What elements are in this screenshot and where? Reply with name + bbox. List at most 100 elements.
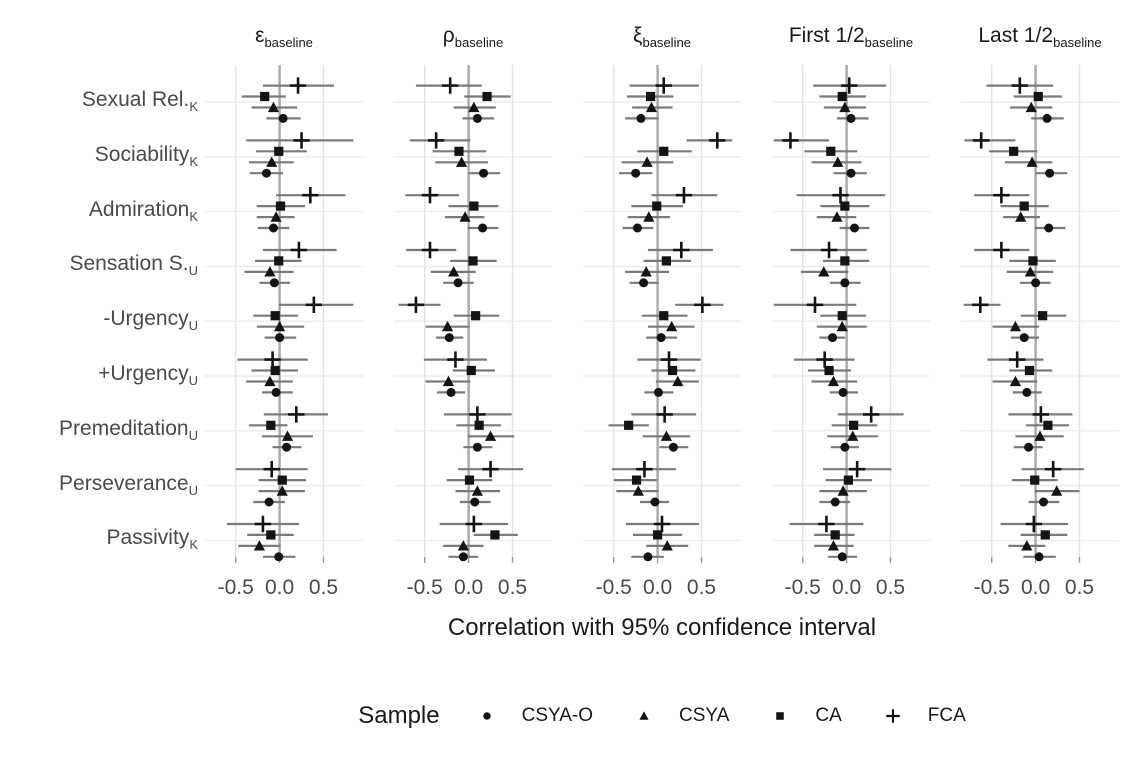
y-axis-label: AdmirationK [88, 197, 198, 224]
csya-point [800, 266, 849, 277]
csya-point [443, 540, 484, 551]
csya-point [1008, 540, 1046, 551]
y-axis-label: SociabilityK [94, 142, 198, 169]
csya-point [827, 430, 879, 441]
ca-point [456, 420, 502, 430]
ca-point [626, 91, 674, 102]
csya-point [811, 156, 862, 167]
ca-point [1020, 311, 1067, 321]
csya-o-point [659, 442, 689, 452]
legend-entry-csya: CSYA [635, 705, 729, 727]
csya-o-point [437, 387, 466, 397]
csya-o-point [1013, 442, 1043, 452]
csya-point [1006, 266, 1054, 277]
csya-o-point [828, 552, 858, 562]
csya-point [811, 375, 858, 387]
csya-point [992, 320, 1040, 332]
fca-point [246, 132, 354, 149]
csya-point [444, 211, 485, 222]
panel-4 [772, 65, 930, 570]
legend-label: CSYA [679, 705, 730, 726]
csya-point [244, 266, 294, 277]
x-tick-label: 0.0 [643, 576, 673, 599]
csya-o-point [622, 223, 654, 233]
csya-o-point [833, 168, 867, 178]
panel-plot [583, 65, 741, 563]
csya-point [251, 101, 298, 113]
fca-point [822, 461, 892, 478]
csya-point [646, 540, 689, 551]
ca-point [453, 311, 500, 321]
x-axis-title: Correlation with 95% confidence interval [447, 614, 877, 641]
fca-point [458, 461, 524, 478]
circle-icon [478, 707, 496, 725]
ca-point [651, 365, 696, 376]
ca-point [1013, 91, 1062, 102]
ca-point [241, 91, 286, 102]
csya-point [625, 266, 670, 277]
csya-o-point [253, 497, 285, 507]
csya-o-point [839, 223, 870, 233]
legend-entries: CSYA-O CSYA CA FCA [478, 705, 966, 727]
csya-o-point [1031, 113, 1064, 123]
fca-point [415, 77, 482, 94]
fca-point [1000, 515, 1069, 533]
fca-point [235, 461, 308, 478]
ca-point [637, 146, 692, 156]
fca-point [964, 132, 1016, 149]
x-tick-label: 0.0 [1021, 576, 1051, 599]
csya-o-point [618, 168, 653, 178]
fca-point [974, 241, 1030, 259]
x-tick-label: 0.5 [308, 576, 339, 599]
csya-point [453, 101, 496, 113]
csya-o-point [259, 278, 291, 288]
y-axis-label: +UrgencyU [98, 362, 198, 389]
csya-o-point [249, 168, 284, 178]
x-tick-label: 0.0 [832, 576, 862, 599]
fca-point [1008, 406, 1073, 423]
fca-point [278, 296, 354, 313]
triangle-icon [635, 707, 653, 725]
y-axis-label: -UrgencyU [103, 307, 198, 334]
csya-point [1004, 156, 1053, 167]
ca-point [820, 311, 866, 321]
facet-title: ρbaseline [442, 24, 504, 51]
csya-o-point [443, 278, 474, 288]
csya-point [819, 485, 867, 496]
fca-point [686, 132, 733, 149]
ca-point [452, 365, 495, 376]
fca-point [790, 241, 867, 259]
ca-point [255, 256, 302, 266]
panel-plot [205, 65, 363, 563]
fca-point [262, 241, 337, 259]
x-tick-label: -0.5 [406, 576, 443, 599]
csya-o-point [1012, 387, 1042, 397]
fca-point [262, 77, 335, 94]
csya-point [642, 430, 691, 441]
fca-point [789, 515, 864, 533]
fca-point [398, 296, 441, 313]
csya-o-point [1019, 278, 1051, 288]
csya-o-point [1028, 497, 1060, 507]
ca-point [255, 146, 307, 156]
fca-point [987, 351, 1044, 368]
ca-point [804, 146, 858, 156]
y-axis-label: PerseveranceU [59, 471, 198, 498]
ca-point [253, 311, 299, 321]
ca-point [989, 146, 1038, 156]
ca-point [450, 256, 497, 266]
csya-o-point [830, 442, 859, 452]
legend-label: CSYA-O [521, 705, 594, 726]
legend-label: FCA [927, 705, 966, 726]
csya-point [467, 430, 515, 441]
x-tick-label: -0.5 [784, 576, 821, 599]
fca-point [276, 187, 346, 204]
x-tick-label: -0.5 [217, 576, 254, 599]
csya-o-point [819, 497, 851, 507]
x-tick-label: 0.5 [686, 576, 717, 599]
fca-point [439, 515, 509, 533]
csya-point [814, 540, 854, 551]
ca-point [473, 530, 518, 540]
ca-point [820, 201, 870, 211]
